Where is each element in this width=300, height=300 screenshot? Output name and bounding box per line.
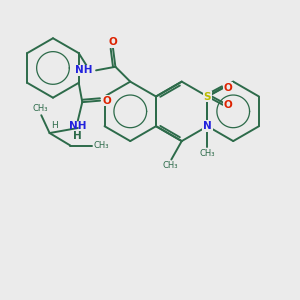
Text: H: H (51, 121, 58, 130)
Text: CH₃: CH₃ (200, 148, 215, 158)
Text: O: O (109, 37, 117, 47)
Text: CH₃: CH₃ (32, 104, 47, 113)
Text: NH: NH (69, 121, 87, 131)
Text: CH₃: CH₃ (93, 141, 109, 150)
Text: O: O (224, 83, 233, 93)
Text: H: H (74, 131, 82, 141)
Text: O: O (102, 96, 111, 106)
Text: O: O (224, 100, 233, 110)
Text: N: N (203, 121, 212, 131)
Text: NH: NH (75, 65, 92, 75)
Text: S: S (204, 92, 211, 101)
Text: CH₃: CH₃ (162, 161, 178, 170)
